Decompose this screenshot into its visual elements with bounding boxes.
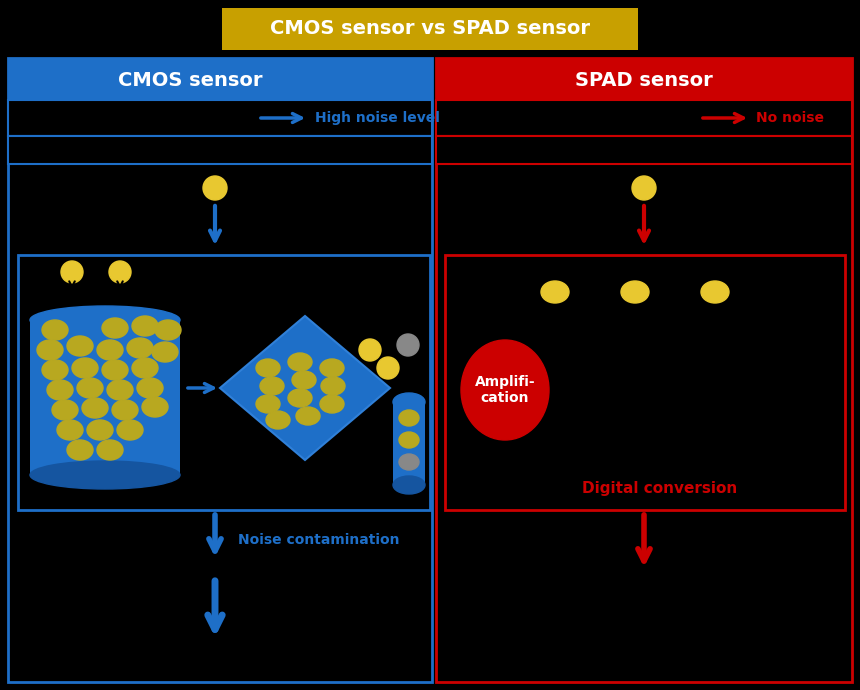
Ellipse shape xyxy=(77,378,103,398)
Ellipse shape xyxy=(266,411,290,429)
Ellipse shape xyxy=(399,454,419,470)
Ellipse shape xyxy=(47,380,73,400)
Ellipse shape xyxy=(260,377,284,395)
FancyBboxPatch shape xyxy=(8,136,432,164)
FancyBboxPatch shape xyxy=(8,58,432,682)
Ellipse shape xyxy=(82,398,108,418)
FancyBboxPatch shape xyxy=(222,8,638,50)
Ellipse shape xyxy=(97,440,123,460)
Ellipse shape xyxy=(67,336,93,356)
Ellipse shape xyxy=(399,432,419,448)
Text: High noise level: High noise level xyxy=(315,111,439,125)
FancyBboxPatch shape xyxy=(393,402,425,485)
Ellipse shape xyxy=(137,378,163,398)
Text: No noise: No noise xyxy=(756,111,824,125)
Ellipse shape xyxy=(142,397,168,417)
Circle shape xyxy=(359,339,381,361)
Ellipse shape xyxy=(296,407,320,425)
FancyBboxPatch shape xyxy=(8,100,432,136)
Text: Noise contamination: Noise contamination xyxy=(238,533,400,547)
Text: SPAD sensor: SPAD sensor xyxy=(575,70,713,90)
Circle shape xyxy=(397,334,419,356)
Ellipse shape xyxy=(393,393,425,411)
Ellipse shape xyxy=(701,281,729,303)
Ellipse shape xyxy=(67,440,93,460)
Ellipse shape xyxy=(541,281,569,303)
Ellipse shape xyxy=(117,420,143,440)
Text: Digital conversion: Digital conversion xyxy=(582,480,738,495)
Ellipse shape xyxy=(288,389,312,407)
Ellipse shape xyxy=(102,360,128,380)
Circle shape xyxy=(377,357,399,379)
Ellipse shape xyxy=(30,461,180,489)
Ellipse shape xyxy=(393,476,425,494)
Ellipse shape xyxy=(288,353,312,371)
Ellipse shape xyxy=(57,420,83,440)
Ellipse shape xyxy=(127,338,153,358)
Ellipse shape xyxy=(52,400,78,420)
FancyBboxPatch shape xyxy=(18,255,430,510)
Ellipse shape xyxy=(30,306,180,334)
Ellipse shape xyxy=(107,380,133,400)
Ellipse shape xyxy=(97,340,123,360)
Ellipse shape xyxy=(155,320,181,340)
FancyBboxPatch shape xyxy=(436,136,852,164)
Ellipse shape xyxy=(621,281,649,303)
Circle shape xyxy=(203,176,227,200)
FancyBboxPatch shape xyxy=(436,100,852,136)
Ellipse shape xyxy=(256,395,280,413)
Ellipse shape xyxy=(320,359,344,377)
Ellipse shape xyxy=(321,377,345,395)
Ellipse shape xyxy=(132,316,158,336)
Text: CMOS sensor: CMOS sensor xyxy=(118,70,262,90)
Circle shape xyxy=(632,176,656,200)
Ellipse shape xyxy=(37,340,63,360)
Ellipse shape xyxy=(461,340,549,440)
Circle shape xyxy=(61,261,83,283)
Ellipse shape xyxy=(87,420,113,440)
Ellipse shape xyxy=(152,342,178,362)
Ellipse shape xyxy=(42,320,68,340)
Polygon shape xyxy=(220,316,390,460)
Ellipse shape xyxy=(256,359,280,377)
Ellipse shape xyxy=(102,318,128,338)
FancyBboxPatch shape xyxy=(445,255,845,510)
FancyBboxPatch shape xyxy=(436,58,852,682)
Ellipse shape xyxy=(399,410,419,426)
Ellipse shape xyxy=(132,358,158,378)
Circle shape xyxy=(109,261,131,283)
FancyBboxPatch shape xyxy=(436,58,852,100)
Text: Amplifi-
cation: Amplifi- cation xyxy=(475,375,535,405)
FancyBboxPatch shape xyxy=(8,58,432,100)
Ellipse shape xyxy=(292,371,316,389)
Ellipse shape xyxy=(72,358,98,378)
Text: CMOS sensor vs SPAD sensor: CMOS sensor vs SPAD sensor xyxy=(270,19,590,39)
Ellipse shape xyxy=(112,400,138,420)
Ellipse shape xyxy=(320,395,344,413)
Ellipse shape xyxy=(42,360,68,380)
FancyBboxPatch shape xyxy=(30,320,180,475)
